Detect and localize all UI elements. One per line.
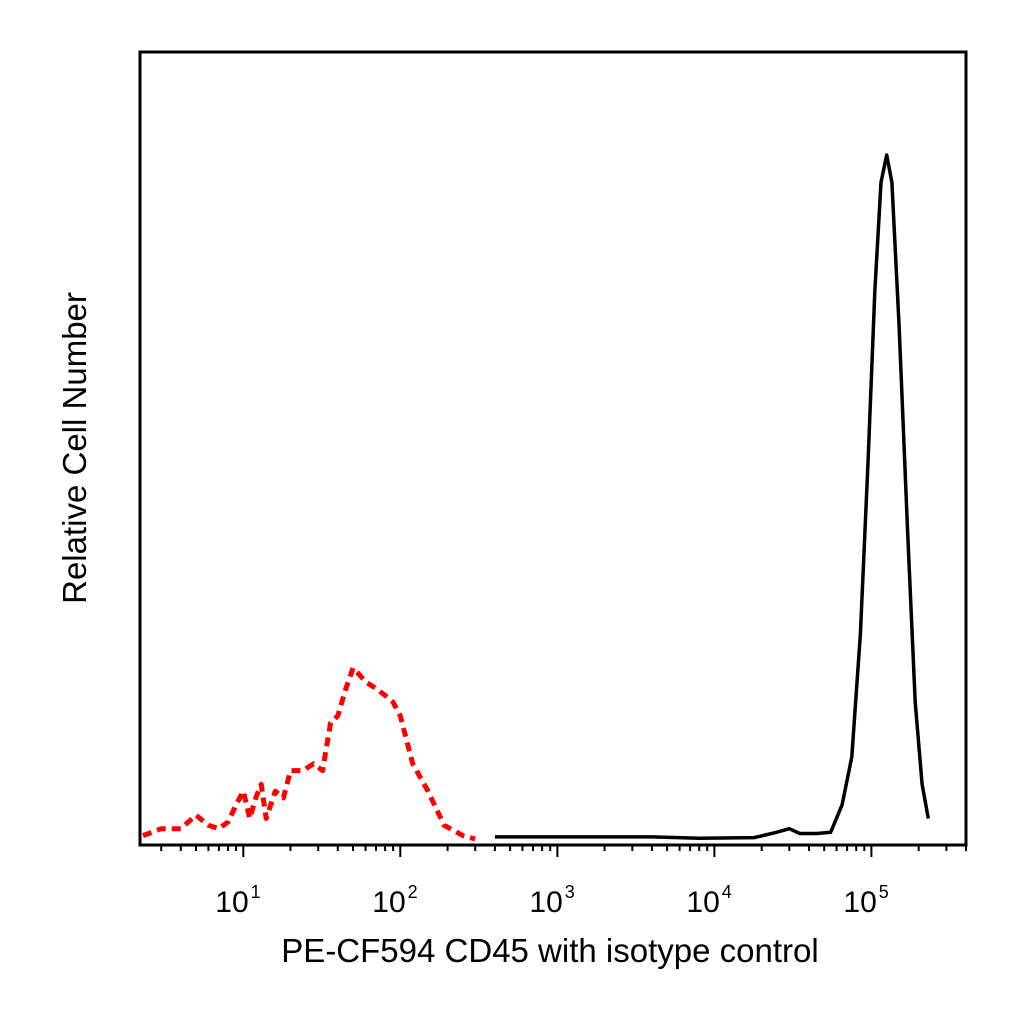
y-axis-label: Relative Cell Number: [56, 292, 93, 604]
x-tick-label: 10 1: [215, 882, 260, 919]
cd45-histogram: [494, 153, 931, 841]
x-tick-label: 10 5: [843, 882, 888, 919]
plot-frame: [138, 50, 968, 847]
x-axis-label: PE-CF594 CD45 with isotype control: [281, 932, 818, 969]
x-tick-label: 10 4: [686, 882, 731, 919]
series-layer: [142, 153, 931, 842]
x-tick-label: 10 2: [372, 882, 417, 919]
x-axis-ticks: 10 1 10 2 10 3 10 4 10 5: [160, 845, 967, 919]
x-tick-label: 10 3: [529, 882, 574, 919]
isotype-control-histogram: [142, 665, 476, 842]
